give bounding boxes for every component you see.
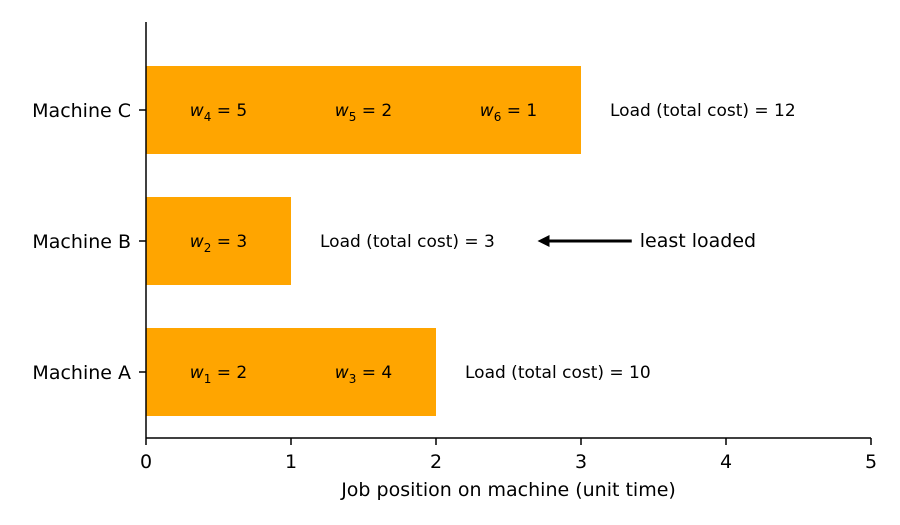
bar-machine-a [146,328,436,416]
job-label-w3: w3 = 4 [335,363,392,386]
job-label-w5: w5 = 2 [335,101,392,124]
x-tick-label: 5 [865,451,877,473]
load-label-machine-b: Load (total cost) = 3 [320,232,495,252]
y-tick-label: Machine A [32,362,131,384]
load-labels: Load (total cost) = 10 Load (total cost) … [320,101,796,383]
x-tick-label: 2 [430,451,442,473]
axes: 0 1 2 3 4 5 Machine A Machine B Machine C [32,22,877,473]
x-axis-title: Job position on machine (unit time) [340,479,676,501]
x-tick-label: 1 [285,451,297,473]
x-tick-label: 4 [720,451,732,473]
y-tick-label: Machine B [32,231,131,253]
annotation: least loaded [537,230,756,252]
bars [146,66,581,416]
job-label-w1: w1 = 2 [190,363,247,386]
job-label-w4: w4 = 5 [190,101,247,124]
job-label-w2: w2 = 3 [190,232,247,255]
load-label-machine-a: Load (total cost) = 10 [465,363,651,383]
load-label-machine-c: Load (total cost) = 12 [610,101,796,121]
segment-labels: w1 = 2 w3 = 4 w2 = 3 w4 = 5 w5 = 2 w6 = 1 [190,101,537,386]
y-tick-label: Machine C [32,100,131,122]
x-tick-label: 0 [140,451,152,473]
annotation-text: least loaded [640,230,756,252]
annotation-arrow-head [537,235,550,247]
job-label-w6: w6 = 1 [480,101,537,124]
bar-machine-b [146,197,291,285]
bar-machine-c [146,66,581,154]
x-tick-label: 3 [575,451,587,473]
